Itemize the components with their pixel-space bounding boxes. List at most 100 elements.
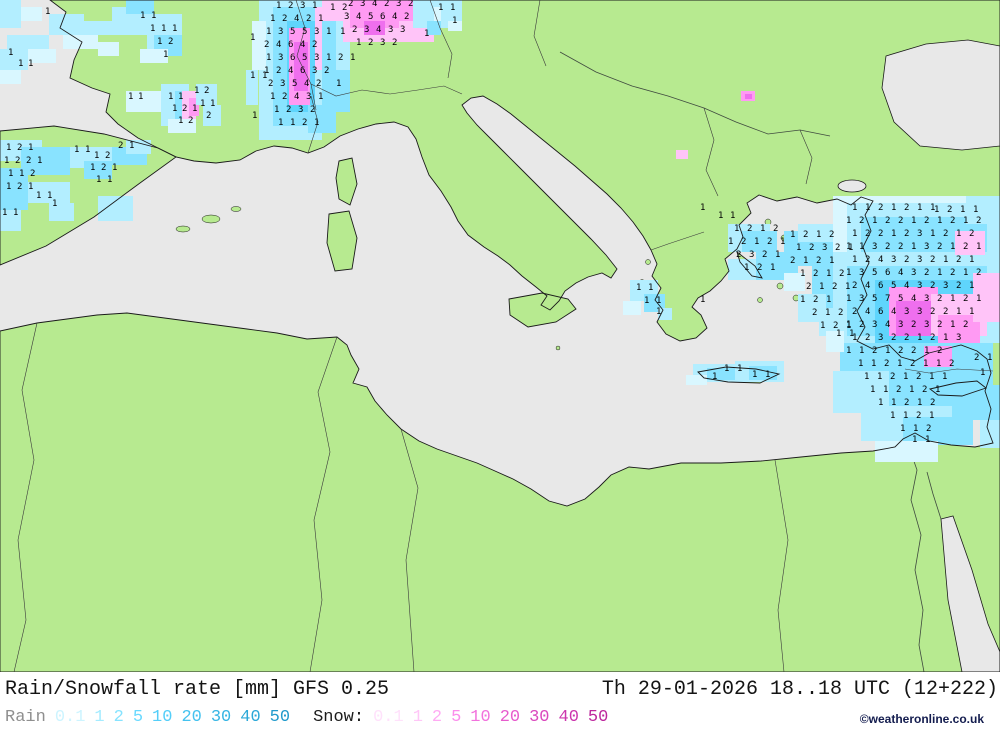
precip-value-label: 2	[812, 308, 817, 318]
precip-value-label: 2	[757, 263, 762, 273]
precip-value-label: 4	[294, 92, 299, 102]
precip-value-label: 4	[300, 40, 305, 50]
precip-value-label: 3	[298, 105, 303, 115]
precip-value-label: 2	[911, 346, 916, 356]
precip-value-label: 2	[736, 250, 741, 260]
precip-value-label: 1	[883, 385, 888, 395]
precip-value-label: 3	[911, 268, 916, 278]
rain-legend-label: Rain	[5, 708, 46, 727]
precip-value-label: 1	[852, 203, 857, 213]
red-sea	[940, 515, 1000, 672]
precip-value-label: 1	[963, 268, 968, 278]
precip-value-label: 1	[85, 145, 90, 155]
precip-value-label: 1	[163, 50, 168, 60]
precip-value-label: 2	[969, 229, 974, 239]
precip-cell	[168, 119, 196, 133]
precip-value-label: 1	[950, 320, 955, 330]
precip-value-label: 1	[836, 329, 841, 339]
precip-value-label: 2	[956, 281, 961, 291]
balearic-islands	[175, 206, 242, 233]
precip-value-label: 1	[943, 333, 948, 343]
precip-cell	[28, 182, 70, 203]
precip-value-label: 2	[342, 3, 347, 13]
precip-value-label: 1	[648, 283, 653, 293]
precip-value-label: 2	[829, 230, 834, 240]
precip-value-label: 1	[826, 269, 831, 279]
precip-value-label: 1	[803, 256, 808, 266]
precip-cell	[196, 84, 217, 105]
precip-value-label: 2	[943, 307, 948, 317]
precip-value-label: 1	[157, 37, 162, 47]
precip-value-label: 2	[767, 237, 772, 247]
precip-value-label: 2	[773, 224, 778, 234]
precip-value-label: 2	[878, 229, 883, 239]
precip-value-label: 1	[278, 118, 283, 128]
precip-value-label: 4	[911, 294, 916, 304]
precip-value-label: 2	[885, 242, 890, 252]
precip-cell	[126, 140, 151, 154]
precip-cell	[246, 70, 258, 105]
precip-value-label: 1	[270, 92, 275, 102]
precip-value-label: 1	[326, 27, 331, 37]
precip-value-label: 2	[316, 79, 321, 89]
precip-cell	[952, 385, 1000, 420]
precip-value-label: 1	[845, 282, 850, 292]
precip-value-label: 2	[813, 295, 818, 305]
precip-cell	[189, 98, 199, 116]
precip-value-label: 3	[872, 242, 877, 252]
precip-value-label: 2	[286, 105, 291, 115]
precip-value-label: 2	[926, 424, 931, 434]
precip-value-label: 1	[987, 353, 992, 363]
precip-value-label: 2	[924, 268, 929, 278]
suez-gulf	[926, 471, 942, 520]
precip-cell	[7, 35, 49, 49]
precip-value-label: 2	[338, 53, 343, 63]
precip-value-label: 1	[849, 329, 854, 339]
precip-value-label: 1	[718, 211, 723, 221]
precip-value-label: 1	[848, 243, 853, 253]
precip-value-label: 1	[210, 99, 215, 109]
precip-value-label: 1	[452, 16, 457, 26]
precip-value-label: 2	[206, 111, 211, 121]
precip-value-label: 2	[937, 320, 942, 330]
precip-value-label: 2	[904, 255, 909, 265]
precip-value-label: 2	[930, 281, 935, 291]
precip-value-label: 2	[118, 141, 123, 151]
precip-value-label: 2	[852, 307, 857, 317]
legend-value-snow: 40	[558, 708, 579, 727]
precip-value-label: 1	[760, 224, 765, 234]
snow-legend-values: 0.1 1 2 5 10 20 30 40 50	[373, 708, 617, 727]
precip-value-label: 2	[747, 224, 752, 234]
precip-value-label: 1	[290, 118, 295, 128]
nile-river	[908, 446, 925, 672]
precip-cell	[826, 331, 844, 352]
precip-value-label: 1	[266, 27, 271, 37]
precip-value-label: 3	[280, 79, 285, 89]
precip-value-label: 5	[872, 268, 877, 278]
precip-cell	[0, 70, 21, 84]
precip-value-label: 2	[884, 359, 889, 369]
precip-value-label: 1	[871, 359, 876, 369]
precip-cell	[140, 49, 168, 63]
precip-value-label: 1	[858, 359, 863, 369]
precip-value-label: 1	[826, 295, 831, 305]
precip-value-label: 1	[700, 203, 705, 213]
precip-value-label: 4	[865, 281, 870, 291]
copyright-link[interactable]: ©weatheronline.co.uk	[859, 712, 984, 726]
precip-cell	[84, 21, 112, 35]
precip-value-label: 1	[737, 364, 742, 374]
legend-value-snow: 30	[529, 708, 550, 727]
precip-value-label: 3	[891, 255, 896, 265]
legend-value-rain: 2	[113, 708, 124, 727]
precip-value-label: 1	[976, 242, 981, 252]
precip-value-label: 2	[947, 205, 952, 215]
precip-value-label: 1	[107, 175, 112, 185]
precip-value-label: 2	[930, 333, 935, 343]
precip-value-label: 2	[911, 320, 916, 330]
precip-value-label: 1	[112, 163, 117, 173]
precip-value-label: 1	[960, 205, 965, 215]
precip-cell	[0, 168, 28, 210]
precip-value-label: 2	[105, 151, 110, 161]
precip-cell	[28, 49, 56, 63]
precip-cell	[0, 0, 21, 28]
